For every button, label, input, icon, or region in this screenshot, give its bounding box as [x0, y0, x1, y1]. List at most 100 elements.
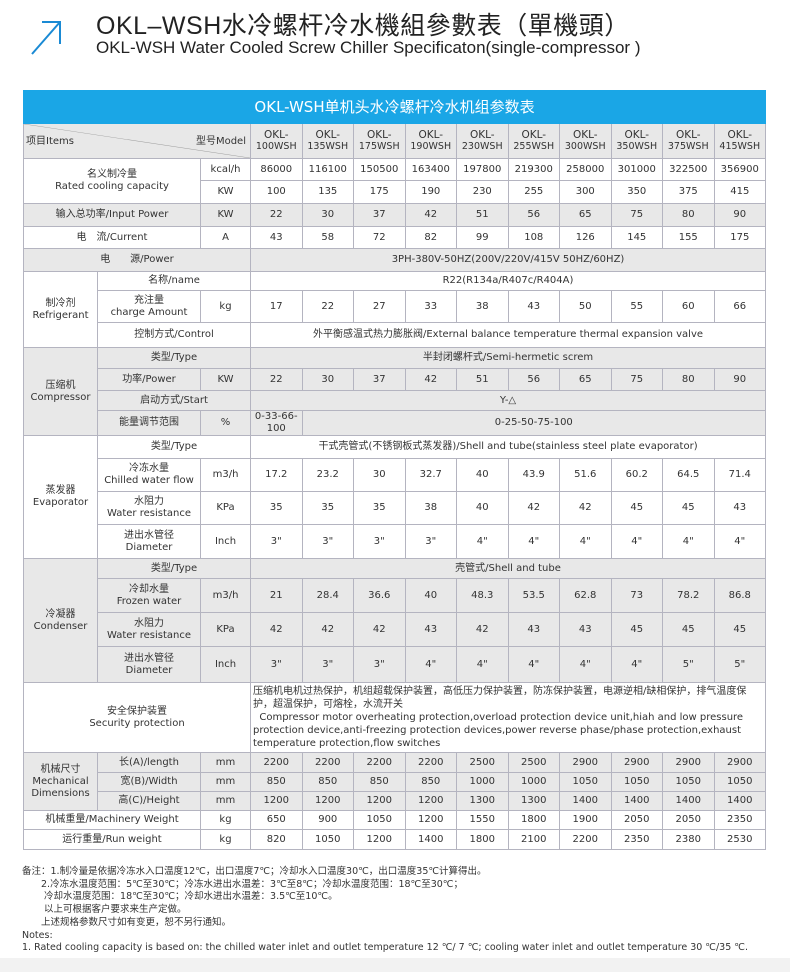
value-cell: 175 — [353, 180, 406, 204]
value-cell: 42 — [404, 203, 457, 227]
value-cell: 58 — [301, 226, 354, 249]
unit-cell: kg — [200, 829, 251, 850]
value-cell: 42 — [559, 491, 612, 525]
value-cell: 3" — [250, 524, 303, 559]
value-cell: 53.5 — [507, 578, 560, 613]
value-cell: R22(R134a/R407c/R404A) — [249, 271, 767, 291]
value-cell: 4" — [713, 524, 767, 559]
value-cell: 50 — [559, 290, 612, 323]
value-cell: 37 — [353, 368, 406, 391]
value-cell: 900 — [301, 810, 354, 830]
note-line: 1. Rated cooling capacity is based on: t… — [22, 942, 748, 954]
unit-cell: mm — [200, 791, 251, 811]
value-cell: 71.4 — [713, 458, 767, 492]
value-cell: 2050 — [610, 810, 663, 830]
value-cell: 258000 — [559, 158, 612, 181]
value-cell: 1050 — [610, 772, 663, 792]
value-cell: 42 — [301, 612, 354, 647]
value-cell: 32.7 — [404, 458, 457, 492]
value-cell: 5" — [662, 646, 715, 683]
row-label: 安全保护装置 Security protection — [23, 682, 251, 753]
value-cell: 1200 — [404, 791, 457, 811]
unit-cell: Inch — [200, 646, 251, 683]
row-label: 启动方式/Start — [97, 390, 251, 411]
value-cell: 135 — [301, 180, 354, 204]
value-cell: 35 — [353, 491, 406, 525]
value-cell: 850 — [353, 772, 406, 792]
value-cell: 45 — [610, 612, 663, 647]
value-cell: 2200 — [559, 829, 612, 850]
value-cell: 0-25-50-75-100 — [301, 410, 767, 436]
value-cell: 4" — [507, 646, 560, 683]
value-cell: 2200 — [301, 752, 354, 773]
value-cell: 30 — [353, 458, 406, 492]
table-row: 电 流/Current A 43 58 72 82 99 108 126 145 155 175 — [23, 226, 767, 249]
table-row: 水阻力 Water resistance KPa 42 42 42 43 42 43 43 45 45… — [23, 612, 767, 647]
table-row: KW 100 135 175 190 230 255 300 350 375 415 — [24, 180, 767, 204]
note-line: 以上可根据客户要求来生产定做。 — [22, 904, 187, 916]
value-cell: 22 — [250, 368, 303, 391]
value-cell: 2200 — [404, 752, 457, 773]
value-cell: 64.5 — [662, 458, 715, 492]
value-cell: 1050 — [713, 772, 767, 792]
model-header: OKL- 255WSH — [507, 123, 560, 159]
value-cell: 820 — [250, 829, 303, 850]
value-cell: 356900 — [713, 158, 767, 181]
value-cell: 2900 — [559, 752, 612, 773]
row-label: 宽(B)/Width — [97, 772, 201, 792]
row-label: 冷冻水量 Chilled water flow — [97, 458, 201, 492]
value-cell: 2350 — [713, 810, 767, 830]
value-cell: 1050 — [662, 772, 715, 792]
value-cell: 75 — [610, 203, 663, 227]
row-label: 机械重量/Machinery Weight — [23, 810, 201, 830]
value-cell: 35 — [301, 491, 354, 525]
value-cell: 145 — [610, 226, 663, 249]
value-cell: 2500 — [507, 752, 560, 773]
value-cell: 415 — [713, 180, 767, 204]
value-cell: 850 — [404, 772, 457, 792]
value-cell: 80 — [662, 368, 715, 391]
value-cell: 43 — [713, 491, 767, 525]
table-row: 压缩机 Compressor 类型/Type 半封闭螺杆式/Semi-hermeti… — [23, 347, 767, 436]
items-model-header: 项目Items 型号Model — [23, 123, 251, 159]
table-row: 制冷剂 Refrigerant 名称/name R22(R134a/R407c/R4… — [23, 271, 767, 348]
model-header: OKL- 175WSH — [353, 123, 406, 159]
value-cell: 73 — [610, 578, 663, 613]
value-cell: 4" — [559, 524, 612, 559]
value-cell: 4" — [662, 524, 715, 559]
unit-cell: m3/h — [200, 578, 251, 613]
unit-cell: A — [200, 226, 251, 249]
table-row: 能量调节范围% 0-33-66-100 0-25-50-75-100 — [23, 410, 767, 436]
value-cell: 45 — [610, 491, 663, 525]
value-cell: 80 — [662, 203, 715, 227]
value-cell: 17.2 — [250, 458, 303, 492]
table-row: 名义制冷量 Rated cooling capacity kcal/h 86000… — [23, 158, 767, 204]
value-cell: 2900 — [662, 752, 715, 773]
value-cell: 82 — [404, 226, 457, 249]
unit-cell: kcal/h — [200, 158, 251, 181]
value-cell: 219300 — [507, 158, 560, 181]
row-label: 名义制冷量 Rated cooling capacity — [23, 158, 201, 204]
unit-cell: KPa — [200, 491, 251, 525]
row-label: 长(A)/length — [97, 752, 201, 773]
row-label: 充注量 charge Amount — [97, 290, 201, 323]
table-row: 进出水管径 Diameter Inch 3" 3" 3" 4" 4" 4" 4" 4" 5" 5" — [23, 646, 767, 683]
value-cell: 86000 — [250, 158, 303, 181]
value-cell: 301000 — [610, 158, 663, 181]
value-cell: 17 — [250, 290, 303, 323]
value-cell: 2200 — [250, 752, 303, 773]
unit-cell: % — [200, 410, 251, 436]
value-cell: 3PH-380V-50HZ(200V/220V/415V 50HZ/60HZ) — [249, 248, 767, 272]
value-cell: 33 — [404, 290, 457, 323]
value-cell: 2900 — [713, 752, 767, 773]
value-cell: 150500 — [353, 158, 406, 181]
value-cell: 40 — [456, 491, 509, 525]
spec-table: OKL-WSH单机头水冷螺杆冷水机组参数表 项目Items 型号Model OK… — [22, 90, 767, 850]
table-row: 宽(B)/Width mm 850 850 850 850 1000 1000 1050 1050… — [23, 772, 767, 792]
value-cell: 1400 — [610, 791, 663, 811]
value-cell: 42 — [507, 491, 560, 525]
value-cell: 4" — [507, 524, 560, 559]
model-label: 型号Model — [195, 136, 246, 147]
value-cell: 375 — [662, 180, 715, 204]
value-cell: 78.2 — [662, 578, 715, 613]
